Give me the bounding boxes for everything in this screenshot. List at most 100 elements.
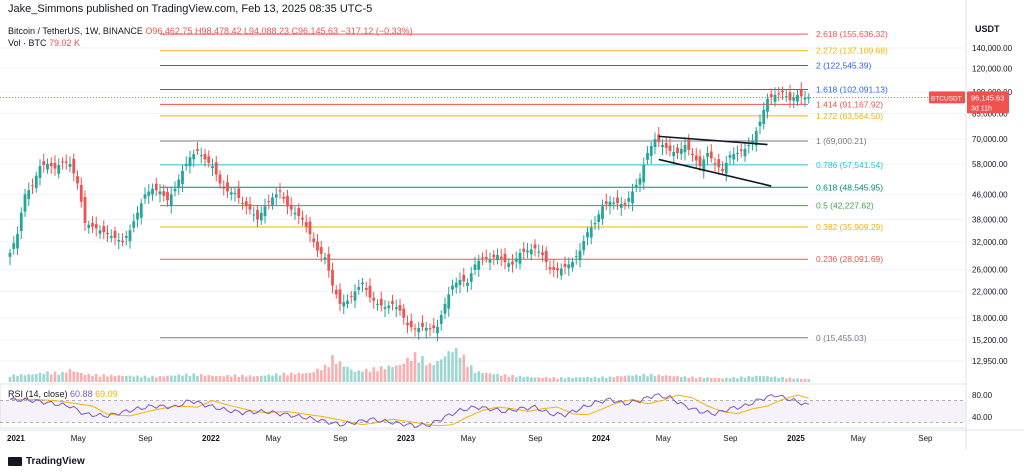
price-axis-label: 70,000.00 bbox=[972, 135, 1008, 144]
volume-bar bbox=[124, 375, 128, 382]
candle-body bbox=[604, 201, 608, 205]
currency-label[interactable]: USDT bbox=[975, 24, 1000, 34]
candle-body bbox=[571, 262, 574, 268]
candle-body bbox=[252, 214, 256, 216]
candle-body bbox=[222, 187, 226, 189]
publisher-line: Jake_Simmons published on TradingView.co… bbox=[8, 3, 373, 15]
volume-bar bbox=[462, 354, 466, 382]
volume-bar bbox=[492, 374, 496, 382]
volume-bar bbox=[473, 373, 477, 382]
fib-label: 0.618 (48,545.95) bbox=[816, 182, 883, 192]
rsi-label: RSI (14, close) bbox=[8, 389, 68, 399]
volume-bar bbox=[799, 378, 803, 382]
candle-body bbox=[274, 194, 278, 198]
volume-bar bbox=[278, 375, 282, 382]
candle-body bbox=[777, 93, 781, 95]
volume-label: Vol · BTC bbox=[8, 38, 47, 48]
candle-body bbox=[364, 287, 368, 290]
countdown-text: 3d 11h bbox=[971, 105, 992, 112]
volume-bar bbox=[691, 376, 694, 382]
volume-bar bbox=[154, 377, 158, 382]
price-axis-label: 15,200.00 bbox=[972, 336, 1008, 345]
volume-bar bbox=[773, 376, 777, 382]
time-axis-label: May bbox=[851, 434, 866, 443]
price-tag-box bbox=[967, 91, 1009, 114]
pattern-lower-trendline bbox=[658, 158, 772, 187]
candle-body bbox=[113, 230, 117, 239]
time-axis-label: Sep bbox=[138, 434, 153, 443]
time-axis-label: 2023 bbox=[397, 434, 415, 443]
candle-body bbox=[792, 97, 796, 101]
candle-body bbox=[181, 170, 184, 185]
candle-body bbox=[34, 175, 38, 189]
volume-bar bbox=[346, 366, 349, 382]
candle-body bbox=[736, 153, 739, 155]
symbol-tag-text: BTCUSDT bbox=[931, 95, 962, 102]
volume-bar bbox=[98, 376, 102, 382]
volume-bar bbox=[548, 378, 552, 382]
rsi-ma-line bbox=[10, 394, 809, 427]
candle-body bbox=[8, 252, 12, 257]
candle-body bbox=[462, 274, 466, 282]
candle-body bbox=[586, 232, 589, 238]
volume-bar bbox=[694, 378, 698, 382]
volume-bar bbox=[319, 370, 323, 382]
volume-bar bbox=[499, 375, 503, 382]
candle-body bbox=[16, 234, 19, 249]
volume-bar bbox=[132, 376, 136, 382]
time-axis-label: 2025 bbox=[787, 434, 805, 443]
volume-bar bbox=[454, 348, 458, 382]
volume-bar bbox=[342, 366, 346, 382]
volume-bar bbox=[102, 374, 106, 382]
volume-bar bbox=[147, 377, 151, 382]
volume-bar bbox=[466, 366, 469, 382]
candle-body bbox=[64, 161, 68, 163]
volume-bar bbox=[646, 376, 649, 382]
rsi-legend[interactable]: RSI (14, close) 60.88 69.09 bbox=[8, 389, 118, 399]
candle-body bbox=[383, 307, 387, 309]
pennant-pattern[interactable] bbox=[658, 135, 772, 187]
rsi-axis-label: 40.00 bbox=[972, 413, 993, 422]
volume-bar bbox=[162, 376, 166, 382]
price-tag: BTCUSDT 96,145.63 3d 11h bbox=[0, 91, 1009, 114]
candle-body bbox=[143, 194, 147, 199]
candle-body bbox=[53, 162, 57, 169]
candle-body bbox=[698, 156, 702, 167]
candle-body bbox=[616, 197, 619, 204]
candle-body bbox=[226, 182, 229, 192]
time-axis[interactable]: 2021 May Sep 2022 May Sep 2023 May Sep 2024 May Sep… bbox=[0, 429, 1024, 443]
volume-bar bbox=[788, 377, 792, 382]
candle-body bbox=[709, 151, 713, 159]
volume-bar bbox=[496, 373, 499, 382]
volume-bar bbox=[736, 378, 739, 382]
candle-body bbox=[278, 190, 282, 192]
fib-retracement[interactable]: 2.618 (155,636.32) 2.272 (137,109.68) 2 (1… bbox=[160, 29, 888, 343]
candle-body bbox=[428, 328, 432, 330]
candle-body bbox=[177, 179, 181, 188]
volume-bar bbox=[612, 377, 616, 382]
volume-bar bbox=[196, 376, 199, 382]
volume-bar bbox=[522, 377, 526, 382]
volume-bar bbox=[687, 377, 691, 382]
volume-bar bbox=[424, 365, 428, 382]
candle-body bbox=[192, 154, 196, 160]
symbol-legend[interactable]: Bitcoin / TetherUS, 1W, BINANCE O96,462.… bbox=[8, 26, 413, 36]
volume-bar bbox=[769, 377, 773, 382]
candle-body bbox=[451, 285, 454, 290]
volume-legend[interactable]: Vol · BTC 79.02 K bbox=[8, 38, 80, 48]
volume-bar bbox=[477, 371, 481, 382]
volume-bar bbox=[31, 374, 34, 382]
candle-body bbox=[687, 139, 691, 150]
volume-bar bbox=[166, 375, 169, 382]
fib-label: 0.382 (35,909.29) bbox=[816, 222, 883, 232]
volume-bar bbox=[593, 376, 597, 382]
candle-body bbox=[432, 325, 436, 329]
volume-bar bbox=[301, 373, 304, 382]
price-axis[interactable]: 140,000.00120,000.00100,000.0085,000.007… bbox=[965, 0, 1013, 450]
tradingview-footer[interactable]: TradingView bbox=[8, 456, 85, 467]
candle-body bbox=[762, 109, 766, 125]
candle-body bbox=[353, 291, 357, 301]
candle-body bbox=[481, 257, 484, 259]
candle-body bbox=[421, 322, 424, 327]
